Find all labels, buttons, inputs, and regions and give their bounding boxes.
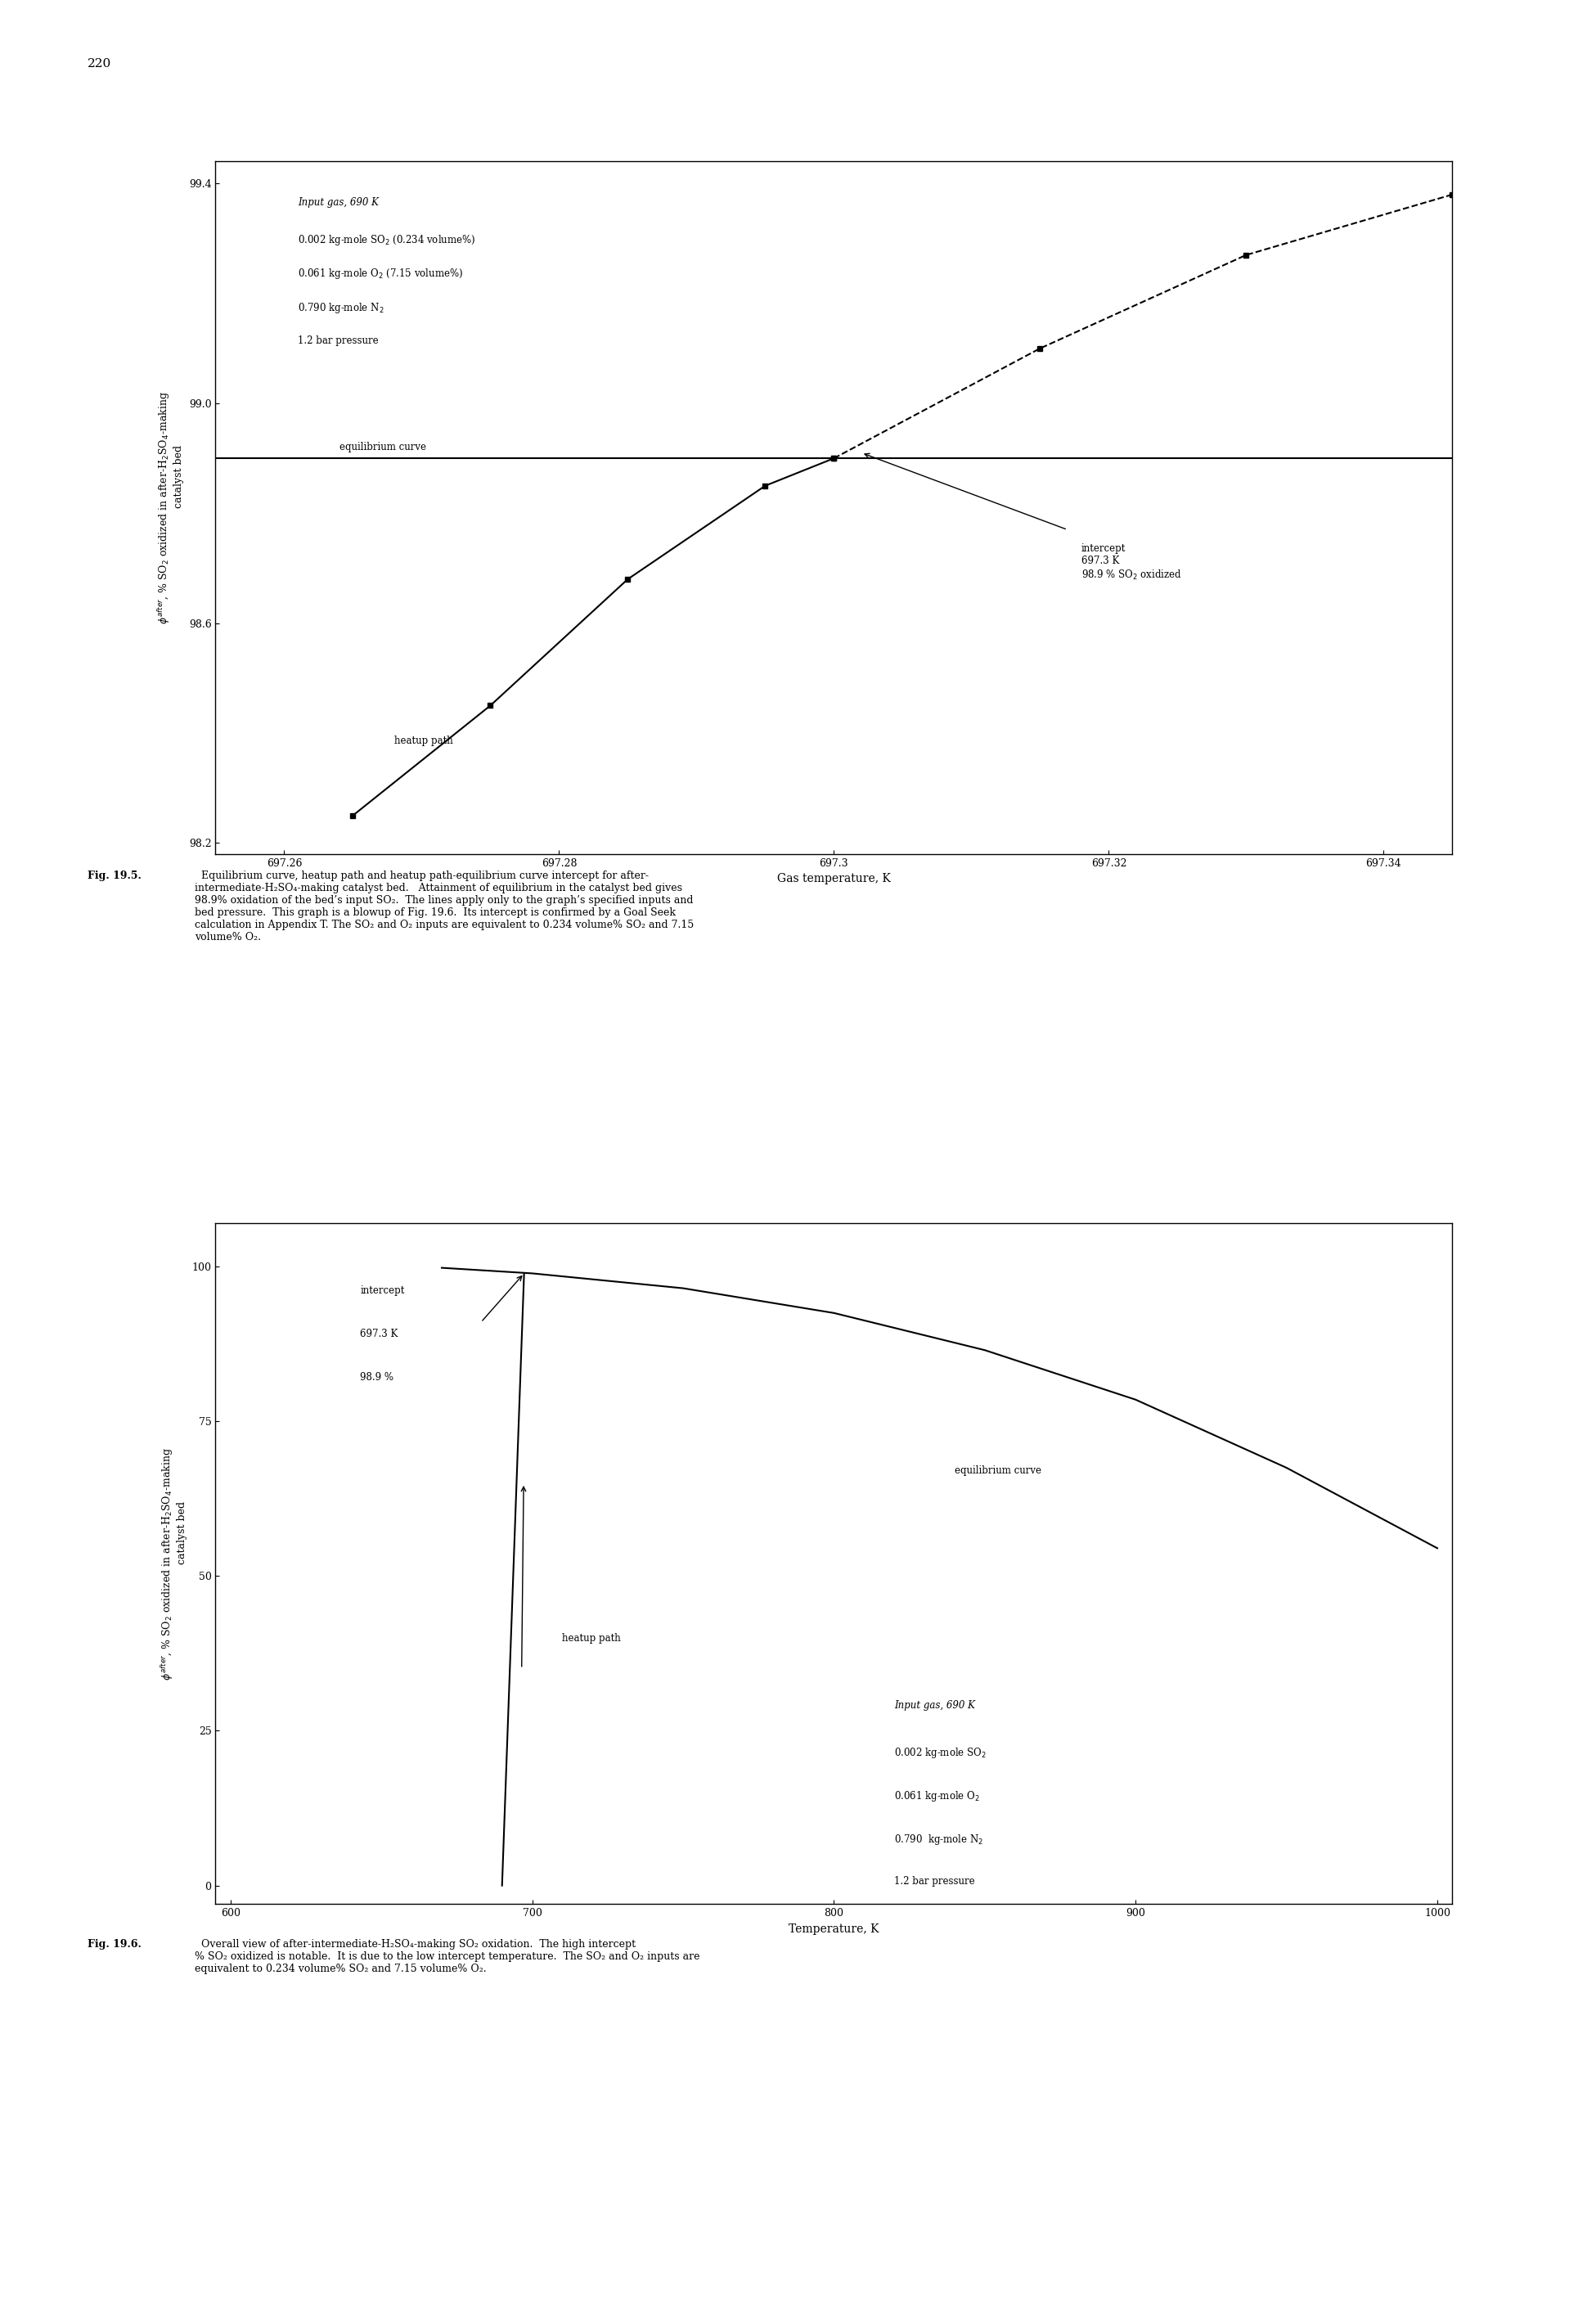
Text: Overall view of after-intermediate-H₂SO₄-making SO₂ oxidation.  The high interce: Overall view of after-intermediate-H₂SO₄… [195,1939,701,1973]
Text: equilibrium curve: equilibrium curve [954,1466,1041,1477]
X-axis label: Gas temperature, K: Gas temperature, K [777,872,891,884]
Text: Fig. 19.5.: Fig. 19.5. [88,870,142,882]
X-axis label: Temperature, K: Temperature, K [788,1923,879,1934]
Text: 0.061 kg-mole O$_2$: 0.061 kg-mole O$_2$ [894,1789,980,1803]
Text: 0.790  kg-mole N$_2$: 0.790 kg-mole N$_2$ [894,1833,983,1846]
Text: Input gas, 690 K: Input gas, 690 K [894,1699,975,1710]
Y-axis label: $\phi^{after}$, % SO$_2$ oxidized in after-H$_2$SO$_4$-making
                  : $\phi^{after}$, % SO$_2$ oxidized in aft… [156,390,184,625]
Text: 1.2 bar pressure: 1.2 bar pressure [298,335,378,346]
Text: 0.002 kg-mole SO$_2$ (0.234 volume%): 0.002 kg-mole SO$_2$ (0.234 volume%) [298,233,476,247]
Text: Equilibrium curve, heatup path and heatup path-equilibrium curve intercept for a: Equilibrium curve, heatup path and heatu… [195,870,694,942]
Text: intercept
697.3 K
98.9 % SO$_2$ oxidized: intercept 697.3 K 98.9 % SO$_2$ oxidized [1082,542,1183,582]
Text: 697.3 K: 697.3 K [361,1329,399,1339]
Text: intercept: intercept [361,1286,405,1295]
Text: Input gas, 690 K: Input gas, 690 K [298,196,378,208]
Text: 98.9 %: 98.9 % [361,1371,394,1382]
Text: 0.002 kg-mole SO$_2$: 0.002 kg-mole SO$_2$ [894,1747,986,1761]
Text: 220: 220 [88,58,112,69]
Text: heatup path: heatup path [562,1632,621,1643]
Text: 0.061 kg-mole O$_2$ (7.15 volume%): 0.061 kg-mole O$_2$ (7.15 volume%) [298,268,463,282]
Text: heatup path: heatup path [394,736,453,745]
Text: equilibrium curve: equilibrium curve [340,443,426,452]
Text: 1.2 bar pressure: 1.2 bar pressure [894,1876,975,1888]
Y-axis label: $\phi^{after}$, % SO$_2$ oxidized in after-H$_2$SO$_4$-making
                  : $\phi^{after}$, % SO$_2$ oxidized in aft… [160,1447,187,1680]
Text: Fig. 19.6.: Fig. 19.6. [88,1939,142,1950]
Text: 0.790 kg-mole N$_2$: 0.790 kg-mole N$_2$ [298,300,385,316]
